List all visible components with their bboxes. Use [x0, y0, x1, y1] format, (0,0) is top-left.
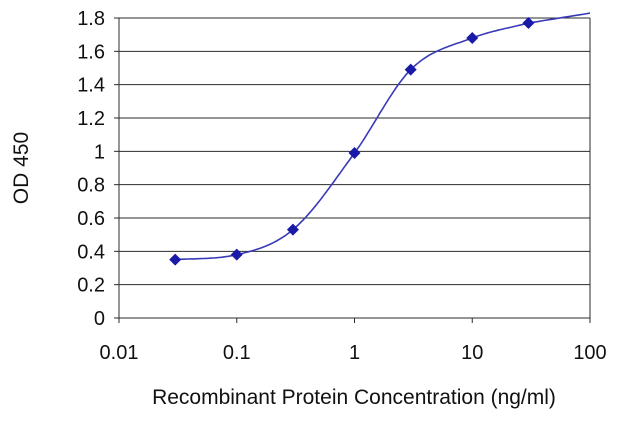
x-tick-label: 0.1 [223, 342, 251, 364]
data-point [348, 147, 361, 159]
data-point [286, 223, 299, 236]
y-axis-title: OD 450 [10, 132, 33, 204]
x-tick-labels: 0.01 0.1 1 10 100 [100, 342, 607, 364]
x-tick-label: 1 [349, 342, 360, 364]
plot-background [119, 18, 590, 318]
y-tick-label: 0.8 [77, 175, 105, 197]
y-tick-label: 0.6 [77, 208, 105, 230]
y-tick-labels: 0 0.2 0.4 0.6 0.8 1 1.2 1.4 1.6 1.8 [77, 8, 105, 330]
y-tick-label: 1 [94, 141, 105, 163]
y-tick-label: 1.4 [77, 75, 105, 97]
y-tick-label: 0.2 [77, 275, 105, 297]
x-tick-label: 0.01 [100, 342, 139, 364]
y-tick-label: 1.6 [77, 41, 105, 63]
y-tick-label: 0.4 [77, 241, 105, 263]
data-point [230, 248, 243, 261]
y-tick-label: 1.2 [77, 108, 105, 130]
data-point [404, 63, 417, 76]
x-axis-title: Recombinant Protein Concentration (ng/ml… [152, 386, 556, 409]
data-point [169, 253, 182, 266]
data-points [169, 17, 535, 266]
x-tick-label: 10 [461, 342, 483, 364]
y-tick-label: 0 [94, 308, 105, 330]
data-point [466, 32, 479, 44]
axes [114, 17, 591, 323]
y-tick-label: 1.8 [77, 8, 105, 30]
x-tick-label: 100 [573, 342, 606, 364]
data-point [522, 17, 535, 29]
